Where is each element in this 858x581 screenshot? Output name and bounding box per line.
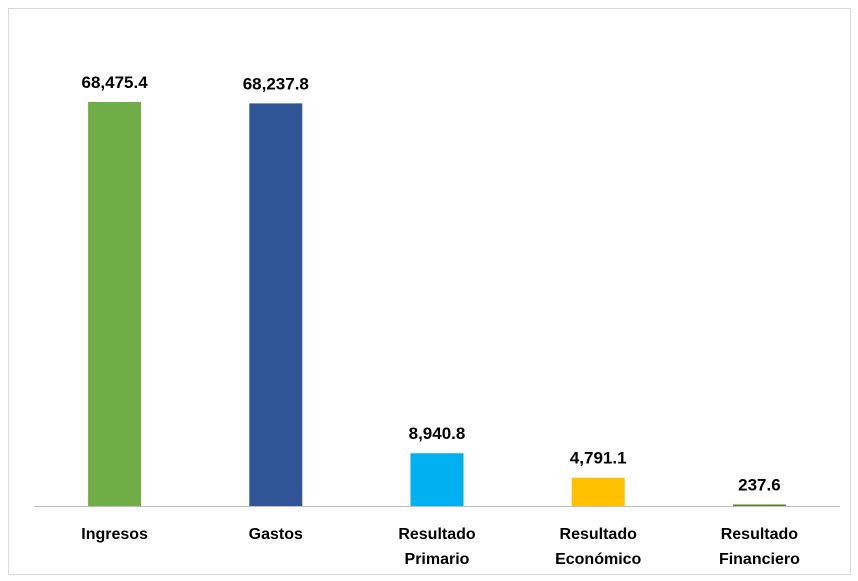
data-label-1: 68,237.8: [243, 74, 309, 93]
category-label-1-line-0: Gastos: [249, 526, 303, 543]
value-labels-group: 68,475.4 68,237.8 8,940.8 4,791.1 237.6: [82, 73, 781, 495]
category-label-2-line-1: Primario: [405, 551, 470, 568]
category-label-3-line-1: Económico: [555, 551, 641, 568]
bar-2: [410, 453, 464, 506]
bar-0: [88, 102, 142, 506]
data-label-2: 8,940.8: [409, 424, 466, 443]
data-label-3: 4,791.1: [570, 449, 627, 468]
bar-4: [732, 504, 786, 506]
bar-1: [249, 103, 303, 506]
data-label-4: 237.6: [738, 476, 781, 495]
category-label-2-line-0: Resultado: [398, 526, 476, 543]
category-label-4-line-1: Financiero: [719, 551, 800, 568]
bar-3: [571, 477, 625, 506]
data-label-0: 68,475.4: [82, 73, 149, 92]
category-labels-group: Ingresos Gastos Resultado Primario Resultado…: [81, 526, 800, 568]
category-label-4-line-0: Resultado: [721, 526, 799, 543]
category-label-0-line-0: Ingresos: [81, 526, 148, 543]
category-label-3-line-0: Resultado: [560, 526, 638, 543]
bars-group: [88, 102, 786, 506]
